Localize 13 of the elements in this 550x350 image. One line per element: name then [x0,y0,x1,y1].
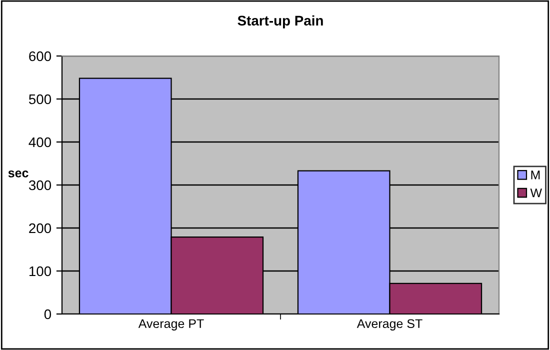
legend-label: W [530,188,542,198]
y-axis-title: sec [8,170,28,178]
y-tick-label: 200 [29,223,52,234]
x-tick-label: Average ST [356,319,422,331]
y-tick-label: 600 [29,51,52,62]
x-tick-label: Average PT [138,319,204,331]
y-tick-label: 500 [28,94,52,104]
y-tick-label: 100 [29,266,52,276]
y-tick-label: 300 [28,180,52,190]
chart-title: Start-up Pain [238,15,323,28]
legend-label: M [531,170,540,180]
y-tick-label: 400 [28,137,52,148]
y-tick-label: 0 [44,309,52,320]
